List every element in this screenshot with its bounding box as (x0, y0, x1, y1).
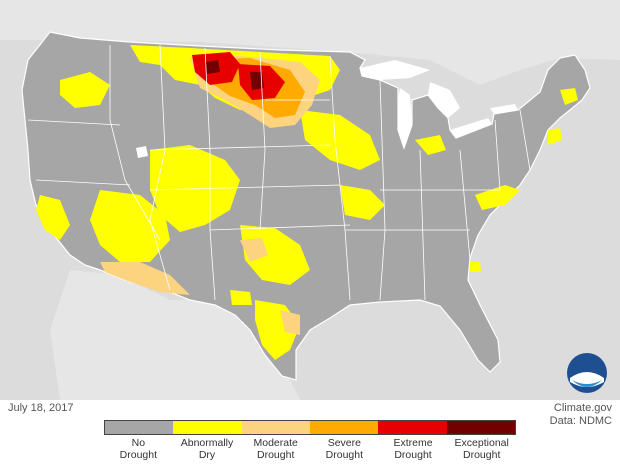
legend-label-line1: Moderate (253, 437, 298, 449)
legend-label-line1: Exceptional (454, 437, 509, 449)
legend-label-no-drought: No Drought (104, 437, 173, 461)
legend-label-line1: No (131, 437, 146, 449)
legend-swatch-moderate (241, 421, 310, 434)
lake-erie (450, 118, 492, 138)
legend-swatch-exceptional (446, 421, 515, 434)
legend-label-extreme: Extreme Drought (379, 437, 448, 461)
legend-swatch-no-drought (105, 421, 174, 434)
legend-label-abnormally-dry: Abnormally Dry (173, 437, 242, 461)
map-svg (0, 0, 620, 400)
legend-label-line1: Severe (327, 437, 361, 449)
legend-label-line1: Extreme (393, 437, 433, 449)
credit-block: Climate.gov Data: NDMC (550, 402, 612, 428)
canada-land (0, 0, 620, 85)
legend-swatch-abnormally-dry (173, 421, 242, 434)
great-salt-lake (136, 146, 148, 158)
drought-legend: No Drought Abnormally Dry Moderate Droug… (104, 420, 516, 461)
lake-ontario (490, 104, 518, 114)
legend-swatch-extreme (378, 421, 447, 434)
mexico-land (50, 270, 300, 400)
legend-color-bar (104, 420, 516, 435)
legend-label-exceptional: Exceptional Drought (447, 437, 516, 461)
legend-label-line2: Drought (325, 449, 364, 461)
legend-label-line2: Drought (119, 449, 158, 461)
lake-huron (428, 82, 460, 118)
exceptional-drought-areas (205, 60, 264, 90)
legend-label-line2: Drought (463, 449, 501, 461)
noaa-logo (567, 353, 607, 393)
legend-label-severe: Severe Drought (310, 437, 379, 461)
lake-superior (360, 60, 430, 80)
state-borders (27, 44, 531, 301)
map-date: July 18, 2017 (8, 402, 74, 414)
lake-michigan (398, 88, 412, 148)
legend-labels: No Drought Abnormally Dry Moderate Droug… (104, 437, 516, 461)
credit-data-source: Data: NDMC (549, 415, 612, 427)
legend-label-moderate: Moderate Drought (241, 437, 310, 461)
legend-label-line2: Drought (257, 449, 295, 461)
legend-swatch-severe (309, 421, 379, 434)
drought-map (0, 0, 620, 400)
legend-label-line1: Abnormally (180, 437, 234, 449)
legend-label-line2: Dry (198, 449, 216, 461)
credit-site: Climate.gov (553, 402, 612, 414)
legend-label-line2: Drought (394, 449, 432, 461)
